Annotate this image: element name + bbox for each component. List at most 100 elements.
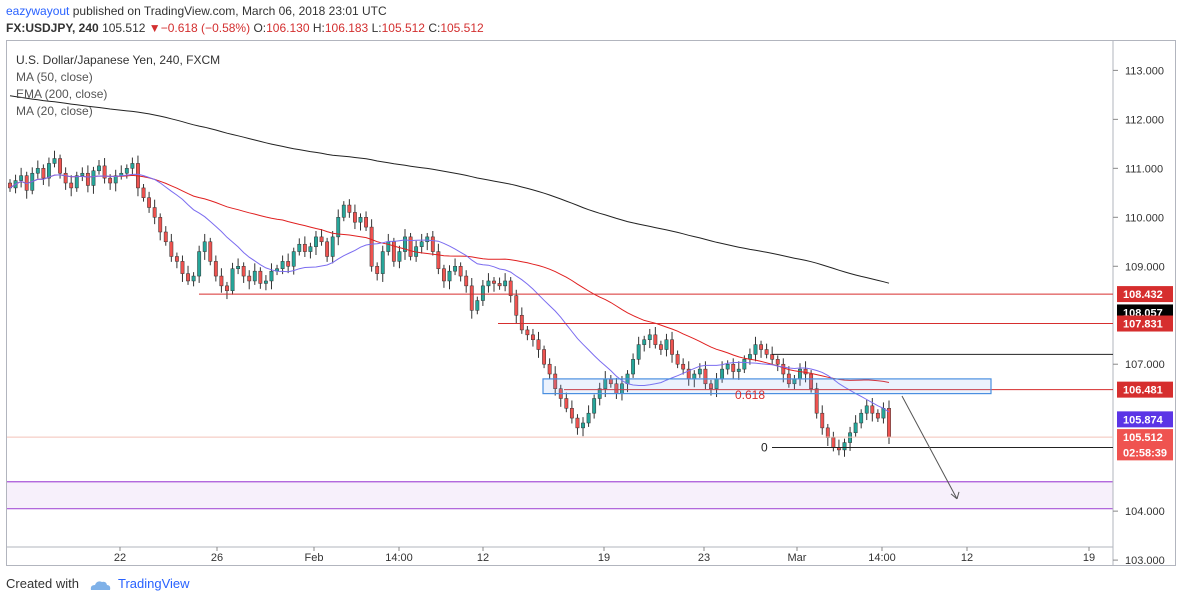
candle-body xyxy=(391,241,396,262)
candle-body xyxy=(469,285,474,311)
support-band xyxy=(7,481,1113,509)
candle-body xyxy=(503,280,508,287)
candle-body xyxy=(419,241,424,247)
candle-body xyxy=(875,412,880,419)
candle-body xyxy=(675,354,680,365)
candle-body xyxy=(592,398,597,414)
resistance-box xyxy=(542,378,992,395)
legend-ema200[interactable]: EMA (200, close) xyxy=(16,87,108,101)
legend-ma50[interactable]: MA (50, close) xyxy=(16,70,93,84)
candle-body xyxy=(58,158,62,174)
candle-body xyxy=(108,177,113,184)
candle-body xyxy=(425,236,430,243)
legend-ma20[interactable]: MA (20, close) xyxy=(16,104,93,118)
candle-body xyxy=(631,359,636,375)
candle-body xyxy=(403,236,407,252)
candle-body xyxy=(319,236,324,243)
candle-body xyxy=(141,187,146,198)
candle-body xyxy=(464,275,469,287)
candle-body xyxy=(447,270,452,282)
ma20-line xyxy=(9,173,890,413)
candle-body xyxy=(536,339,541,350)
candle-body xyxy=(453,266,457,272)
candle-body xyxy=(197,251,202,277)
candle-body xyxy=(308,246,313,252)
candle-body xyxy=(380,251,385,274)
x-tick-label: 22 xyxy=(114,552,126,564)
price-chart[interactable]: 113.000 112.000 111.000 110.000 109.000 107.0… xyxy=(7,41,1175,565)
candle-body xyxy=(870,405,875,414)
low-value: 105.512 xyxy=(381,21,425,35)
candle-body xyxy=(825,427,830,438)
candle-body xyxy=(542,349,546,365)
candle-body xyxy=(887,408,891,438)
chart-legend: U.S. Dollar/Japanese Yen, 240, FXCM MA (… xyxy=(16,52,220,120)
price-label-bg xyxy=(1117,286,1173,303)
candle-body xyxy=(842,442,847,451)
x-tick-label: 14:00 xyxy=(868,552,896,564)
candle-body xyxy=(547,363,552,375)
candle-body xyxy=(174,256,179,262)
candle-body xyxy=(458,266,463,277)
x-tick-label: Mar xyxy=(788,552,807,564)
x-tick-label: 23 xyxy=(698,552,710,564)
candle-body xyxy=(775,359,780,365)
candle-body xyxy=(85,172,90,186)
candle-body xyxy=(286,261,291,267)
candle-body xyxy=(586,412,591,424)
author-link[interactable]: eazywayout xyxy=(6,4,70,18)
candle-body xyxy=(97,165,101,172)
down-arrow-icon: ▼ xyxy=(148,21,161,35)
candle-body xyxy=(225,285,229,292)
symbol: FX:USDJPY, 240 xyxy=(6,21,99,35)
candle-body xyxy=(742,359,747,370)
x-tick-label: 19 xyxy=(598,552,610,564)
price-label: 02:58:39 xyxy=(1123,447,1167,459)
candle-body xyxy=(147,197,152,208)
tradingview-link[interactable]: TradingView xyxy=(118,576,190,591)
candle-body xyxy=(781,363,786,375)
candle-body xyxy=(341,204,346,218)
candle-body xyxy=(353,212,357,223)
candle-body xyxy=(364,217,368,228)
candle-body xyxy=(375,266,380,274)
candle-body xyxy=(564,398,569,409)
candle-body xyxy=(697,368,702,375)
candle-body xyxy=(74,175,79,189)
y-tick-label: 107.000 xyxy=(1125,359,1165,371)
candle-body xyxy=(91,170,96,186)
symbol-header: FX:USDJPY, 240 105.512 ▼−0.618 (−0.58%) … xyxy=(6,21,484,35)
candle-body xyxy=(803,368,808,375)
y-tick-label: 109.000 xyxy=(1125,261,1165,273)
x-tick-label: 12 xyxy=(961,552,973,564)
candle-body xyxy=(330,236,335,257)
candle-body xyxy=(186,273,190,282)
y-tick-label: 103.000 xyxy=(1125,555,1165,565)
open-value: 106.130 xyxy=(266,21,310,35)
candle-body xyxy=(820,412,825,429)
candle-body xyxy=(208,241,213,262)
candle-body xyxy=(47,163,51,179)
candle-body xyxy=(764,349,769,355)
candle-body xyxy=(269,270,274,282)
candle-body xyxy=(514,295,519,316)
price-change: −0.618 (−0.58%) xyxy=(160,21,251,35)
candle-body xyxy=(731,363,736,372)
candle-body xyxy=(191,275,196,282)
candle-body xyxy=(647,334,652,340)
candle-body xyxy=(280,261,285,269)
y-tick-label: 104.000 xyxy=(1125,506,1165,518)
created-with: Created with xyxy=(6,576,79,591)
candle-body xyxy=(492,280,496,284)
candle-body xyxy=(386,241,391,252)
ema200-line xyxy=(9,95,890,284)
candle-body xyxy=(302,243,307,252)
candle-body xyxy=(553,373,558,389)
y-tick-label: 112.000 xyxy=(1125,114,1164,126)
candle-body xyxy=(291,251,296,267)
open-label: O: xyxy=(253,21,267,35)
candle-body xyxy=(480,285,485,301)
publish-info: published on TradingView.com, March 06, … xyxy=(72,4,387,18)
chart-frame[interactable]: 113.000 112.000 111.000 110.000 109.000 107.0… xyxy=(6,40,1176,566)
candle-body xyxy=(519,314,524,331)
